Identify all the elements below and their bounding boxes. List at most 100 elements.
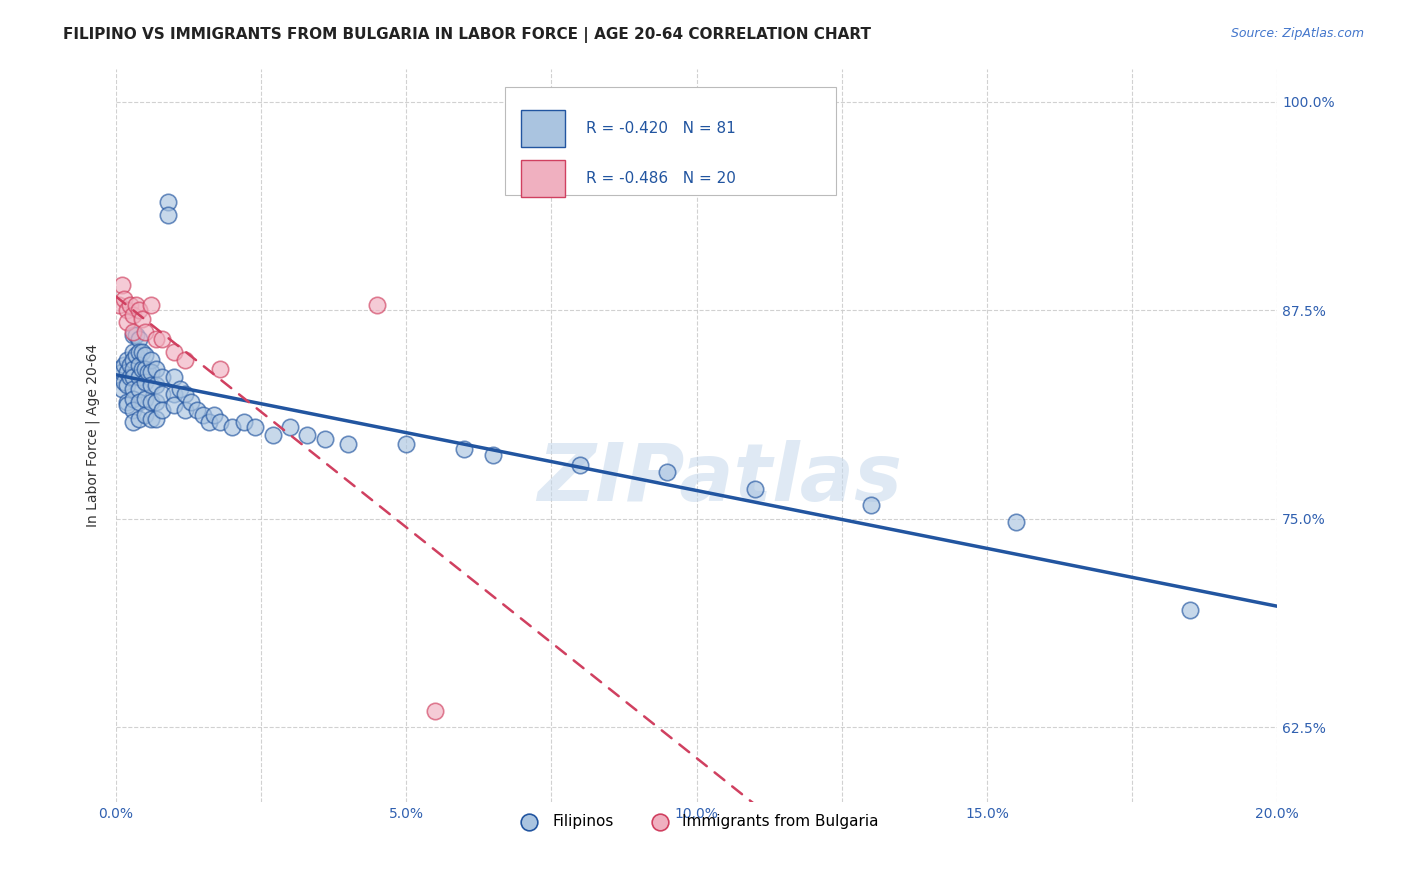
Point [131,345,153,359]
Point [136,365,159,379]
Point [125,328,148,343]
Point [120,298,142,312]
Point [122,325,145,339]
Point [139,395,162,409]
Text: FILIPINO VS IMMIGRANTS FROM BULGARIA IN LABOR FORCE | AGE 20-64 CORRELATION CHAR: FILIPINO VS IMMIGRANTS FROM BULGARIA IN … [63,27,872,43]
Point [209,415,232,429]
Point [122,415,145,429]
Point [128,359,150,373]
Point [117,365,139,379]
Point [117,315,139,329]
Point [197,415,219,429]
Point [150,386,173,401]
Point [120,359,142,373]
Point [128,395,150,409]
Point [125,348,148,362]
Point [131,361,153,376]
Point [117,303,139,318]
Point [482,449,505,463]
Point [150,370,173,384]
Point [128,332,150,346]
Point [131,311,153,326]
Point [145,395,167,409]
Point [139,353,162,368]
Point [163,370,186,384]
Point [425,704,447,718]
Point [128,345,150,359]
Point [169,382,191,396]
Point [174,403,197,417]
Point [145,411,167,425]
Point [122,382,145,396]
Point [145,332,167,346]
Point [117,395,139,409]
Point [122,370,145,384]
Text: ZIPatlas: ZIPatlas [537,441,903,518]
Point [110,278,132,293]
Point [134,325,156,339]
Point [191,409,214,423]
Point [122,353,145,368]
Point [278,420,301,434]
Point [117,398,139,412]
Point [1178,603,1201,617]
Point [128,303,150,318]
Text: Source: ZipAtlas.com: Source: ZipAtlas.com [1230,27,1364,40]
Point [221,420,243,434]
Point [134,375,156,389]
Point [744,482,766,496]
Point [120,370,142,384]
Point [125,298,148,312]
Point [114,359,136,373]
Point [117,353,139,368]
Point [395,436,418,450]
Point [157,194,180,209]
Point [107,361,129,376]
Point [232,415,254,429]
Point [117,378,139,392]
Point [122,403,145,417]
Point [122,392,145,406]
Point [122,328,145,343]
Point [128,382,150,396]
Text: R = -0.486   N = 20: R = -0.486 N = 20 [586,171,737,186]
Point [110,365,132,379]
FancyBboxPatch shape [522,111,565,147]
Point [110,382,132,396]
FancyBboxPatch shape [522,161,565,197]
Point [122,345,145,359]
Point [139,411,162,425]
Text: R = -0.420   N = 81: R = -0.420 N = 81 [586,121,735,136]
Point [297,428,319,442]
Point [243,420,266,434]
Point [134,361,156,376]
Point [139,365,162,379]
Point [134,392,156,406]
Point [366,298,388,312]
Point [128,411,150,425]
Point [139,378,162,392]
Point [657,465,679,479]
Point [174,386,197,401]
Point [859,499,882,513]
Point [114,292,136,306]
Point [1005,515,1028,529]
Point [139,298,162,312]
Point [209,361,232,376]
Point [204,409,226,423]
Point [122,309,145,323]
Point [180,395,202,409]
Point [453,442,475,456]
Point [134,409,156,423]
Point [150,332,173,346]
Point [145,378,167,392]
Point [145,361,167,376]
Point [122,361,145,376]
Point [163,386,186,401]
Point [114,375,136,389]
Point [163,398,186,412]
FancyBboxPatch shape [505,87,837,195]
Legend: Filipinos, Immigrants from Bulgaria: Filipinos, Immigrants from Bulgaria [508,808,884,835]
Point [174,353,197,368]
Point [128,370,150,384]
